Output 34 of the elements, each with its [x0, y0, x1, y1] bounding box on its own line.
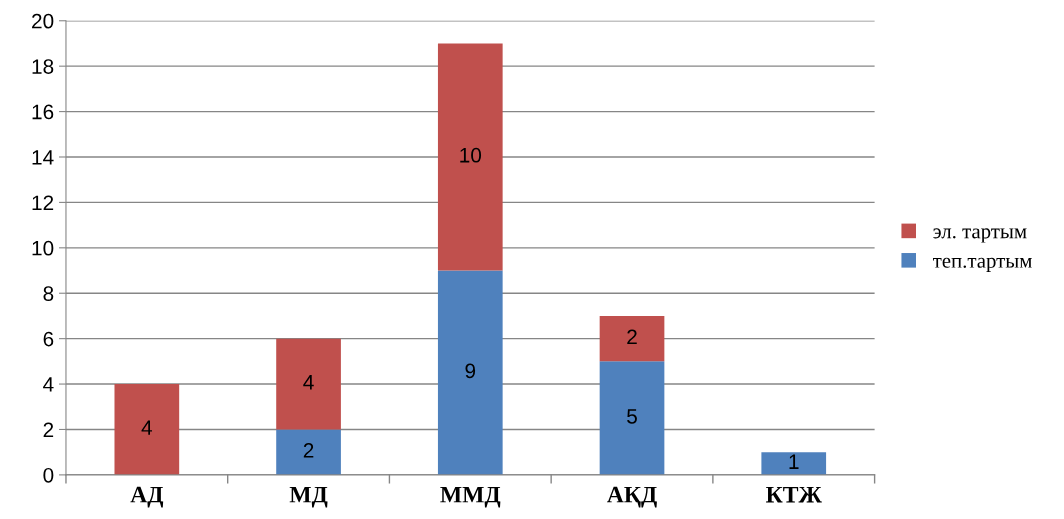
bar — [599, 361, 665, 475]
y-tick-label: 0 — [43, 467, 54, 483]
legend-label: эл. тартым — [933, 228, 1027, 243]
legend-label: теп.тартым — [933, 257, 1032, 273]
y-tick-label: 20 — [32, 13, 54, 29]
y-tick-label: 2 — [43, 422, 54, 438]
data-label: 2 — [627, 329, 637, 345]
x-tick-label: МД — [289, 486, 328, 508]
y-tick-label: 8 — [43, 286, 54, 301]
y-tick-label: 18 — [32, 59, 54, 74]
data-label: 4 — [141, 420, 153, 435]
bar — [437, 270, 503, 475]
y-tick-label: 4 — [43, 377, 54, 392]
bar — [437, 43, 503, 271]
bar — [276, 338, 341, 430]
data-label: 10 — [460, 147, 482, 163]
y-tick-label: 16 — [32, 104, 54, 120]
x-tick-label: КТЖ — [766, 486, 822, 503]
bar — [276, 429, 341, 475]
y-tick-label: 14 — [32, 150, 54, 165]
x-tick-label: ММД — [440, 486, 501, 508]
x-tick-label: АД — [130, 486, 164, 508]
data-label: 4 — [303, 375, 314, 390]
bar — [114, 384, 180, 475]
bar — [761, 452, 827, 475]
bar — [599, 315, 665, 362]
data-label: 1 — [789, 454, 799, 469]
y-tick-label: 6 — [43, 331, 54, 347]
x-tick-label: АҚД — [607, 486, 657, 508]
y-tick-label: 10 — [32, 240, 54, 256]
data-label: 9 — [465, 363, 476, 379]
y-tick-label: 12 — [32, 195, 54, 210]
data-label: 5 — [627, 409, 637, 424]
data-label: 2 — [303, 443, 314, 458]
